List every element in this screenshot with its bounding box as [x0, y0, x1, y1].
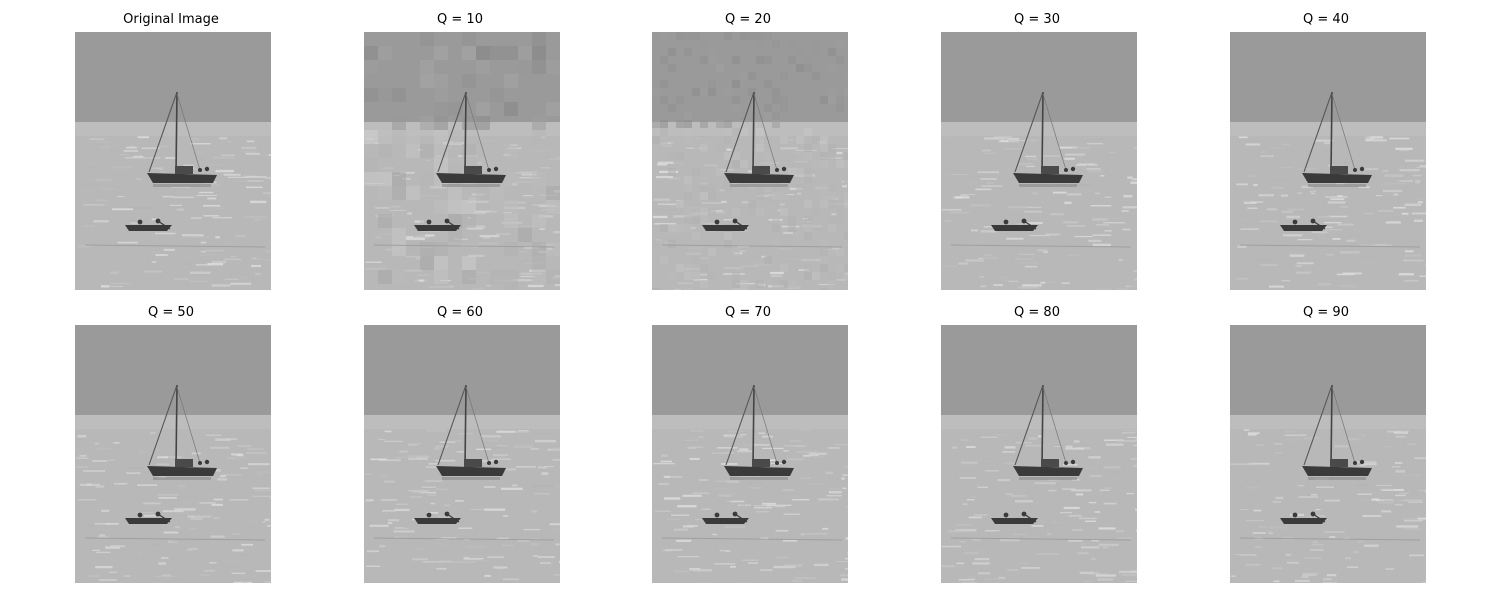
sailboat-photo-svg: [1230, 325, 1426, 583]
panel-title: Q = 30: [1014, 12, 1060, 27]
panel-title: Q = 20: [725, 12, 771, 27]
sailboat-image: [364, 325, 560, 583]
panel-title: Q = 60: [437, 305, 483, 320]
panel-title: Q = 90: [1303, 305, 1349, 320]
panel-title: Q = 70: [725, 305, 771, 320]
sailboat-photo-svg: [75, 325, 271, 583]
sailboat-image: [652, 32, 848, 290]
sailboat-image: [941, 32, 1137, 290]
panel-title: Original Image: [123, 12, 219, 27]
sailboat-image: [75, 32, 271, 290]
sailboat-image: [75, 325, 271, 583]
sailboat-photo-svg: [652, 325, 848, 583]
panel-title: Q = 80: [1014, 305, 1060, 320]
sailboat-photo-svg: [364, 32, 560, 290]
panel-title: Q = 40: [1303, 12, 1349, 27]
panel-title: Q = 50: [148, 305, 194, 320]
sailboat-photo-svg: [1230, 32, 1426, 290]
sailboat-photo-svg: [652, 32, 848, 290]
panel-title: Q = 10: [437, 12, 483, 27]
sailboat-image: [652, 325, 848, 583]
sailboat-photo-svg: [941, 32, 1137, 290]
sailboat-image: [941, 325, 1137, 583]
sailboat-photo-svg: [75, 32, 271, 290]
sailboat-image: [1230, 32, 1426, 290]
sailboat-photo-svg: [364, 325, 560, 583]
sailboat-photo-svg: [941, 325, 1137, 583]
sailboat-image: [364, 32, 560, 290]
sailboat-image: [1230, 325, 1426, 583]
